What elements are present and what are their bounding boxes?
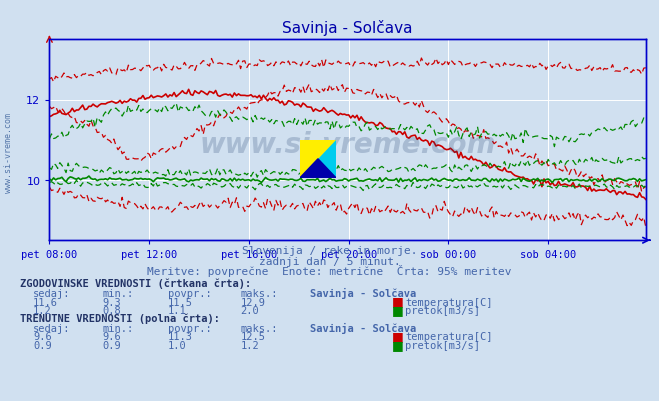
Text: pretok[m3/s]: pretok[m3/s] [405,340,480,350]
Polygon shape [300,140,336,178]
Text: min.:: min.: [102,288,133,298]
Text: sedaj:: sedaj: [33,323,71,333]
Text: 12.9: 12.9 [241,297,266,307]
Text: temperatura[C]: temperatura[C] [405,297,493,307]
Text: 0.8: 0.8 [102,305,121,315]
Text: www.si-vreme.com: www.si-vreme.com [4,112,13,192]
Text: ■: ■ [392,295,404,308]
Text: Savinja - Solčava: Savinja - Solčava [310,287,416,298]
Polygon shape [300,159,336,178]
Text: 1.0: 1.0 [168,340,186,350]
Text: zadnji dan / 5 minut.: zadnji dan / 5 minut. [258,256,401,266]
Text: povpr.:: povpr.: [168,288,212,298]
Text: 1.2: 1.2 [33,305,51,315]
Text: Meritve: povprečne  Enote: metrične  Črta: 95% meritev: Meritve: povprečne Enote: metrične Črta:… [147,264,512,276]
Text: min.:: min.: [102,323,133,333]
Title: Savinja - Solčava: Savinja - Solčava [282,20,413,36]
Text: 0.9: 0.9 [33,340,51,350]
Text: ■: ■ [392,330,404,342]
Text: ■: ■ [392,338,404,351]
Text: 2.0: 2.0 [241,305,259,315]
Text: www.si-vreme.com: www.si-vreme.com [200,130,496,158]
Text: 12.5: 12.5 [241,332,266,342]
Text: 9.6: 9.6 [102,332,121,342]
Text: ZGODOVINSKE VREDNOSTI (črtkana črta):: ZGODOVINSKE VREDNOSTI (črtkana črta): [20,278,251,289]
Text: maks.:: maks.: [241,323,278,333]
Text: sedaj:: sedaj: [33,288,71,298]
Text: 0.9: 0.9 [102,340,121,350]
Text: 11.5: 11.5 [168,297,193,307]
Text: temperatura[C]: temperatura[C] [405,332,493,342]
Text: povpr.:: povpr.: [168,323,212,333]
Text: 9.6: 9.6 [33,332,51,342]
Text: TRENUTNE VREDNOSTI (polna črta):: TRENUTNE VREDNOSTI (polna črta): [20,313,219,324]
Polygon shape [300,140,336,178]
Text: 11.3: 11.3 [168,332,193,342]
Text: 1.2: 1.2 [241,340,259,350]
Text: 11.6: 11.6 [33,297,58,307]
Text: 9.3: 9.3 [102,297,121,307]
Text: maks.:: maks.: [241,288,278,298]
Text: ■: ■ [392,303,404,316]
Text: Savinja - Solčava: Savinja - Solčava [310,322,416,333]
Text: Slovenija / reke in morje.: Slovenija / reke in morje. [242,245,417,255]
Text: pretok[m3/s]: pretok[m3/s] [405,305,480,315]
Text: 1.1: 1.1 [168,305,186,315]
